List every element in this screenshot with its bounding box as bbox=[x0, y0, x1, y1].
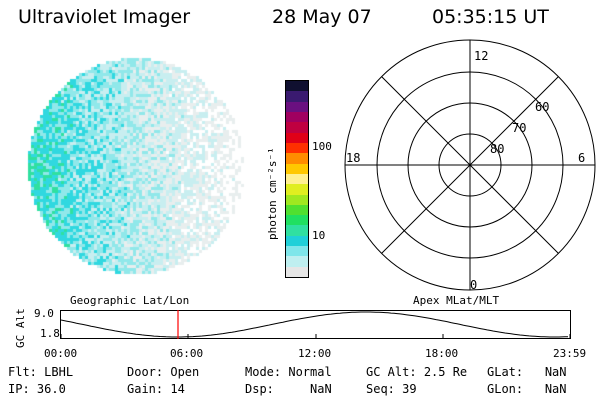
info-ip-value: 36.0 bbox=[36, 382, 66, 396]
info-glat-value: NaN bbox=[544, 365, 567, 379]
colorbar-segment bbox=[286, 91, 308, 102]
time-label: 05:35:15 UT bbox=[432, 6, 549, 28]
info-mode-value: Normal bbox=[288, 365, 332, 379]
polar-ring-label-60: 60 bbox=[535, 100, 549, 114]
colorbar-segment bbox=[286, 246, 308, 257]
timeline-left-title: Geographic Lat/Lon bbox=[70, 294, 190, 307]
polar-diagonal-2 bbox=[381, 76, 559, 254]
timeline-xlabel-0600: 06:00 bbox=[170, 347, 204, 360]
colorbar-segment bbox=[286, 194, 308, 205]
info-door-label: Door: bbox=[127, 365, 164, 379]
colorbar-segment bbox=[286, 235, 308, 247]
colorbar-segment bbox=[286, 215, 308, 226]
info-dsp-label: Dsp: bbox=[245, 382, 274, 396]
timeline-ytick-top: 9.0 bbox=[34, 307, 54, 320]
info-dsp-value: NaN bbox=[310, 382, 332, 396]
instrument-title: Ultraviolet Imager bbox=[18, 6, 191, 28]
polar-label-0: 0 bbox=[470, 278, 477, 292]
info-ip: IP: 36.0 bbox=[8, 382, 66, 396]
info-seq-label: Seq: bbox=[366, 382, 395, 396]
info-gcalt-value: 2.5 Re bbox=[423, 365, 468, 379]
timeline-xlabel-2359: 23:59 bbox=[553, 347, 587, 360]
info-flt-label: Flt: bbox=[8, 365, 37, 379]
colorbar-tick-10: 10 bbox=[312, 229, 326, 242]
info-seq: Seq: 39 bbox=[366, 382, 417, 396]
colorbar-segment bbox=[286, 101, 308, 112]
info-gain-label: Gain: bbox=[127, 382, 164, 396]
colorbar-tick-100: 100 bbox=[312, 140, 332, 153]
info-glon: GLon: NaN bbox=[487, 382, 567, 396]
date-label: 28 May 07 bbox=[272, 6, 372, 28]
info-flt: Flt: LBHL bbox=[8, 365, 73, 379]
polar-ring-label-80: 80 bbox=[490, 142, 504, 156]
colorbar-segment bbox=[286, 122, 308, 133]
timeline-ytick-bottom: 1.8 bbox=[40, 327, 60, 340]
colorbar-segment bbox=[286, 225, 308, 236]
colorbar-segment bbox=[286, 266, 308, 277]
timeline-right-title: Apex MLat/MLT bbox=[413, 294, 500, 307]
info-dsp: Dsp: NaN bbox=[245, 382, 332, 396]
auroral-image bbox=[25, 55, 245, 275]
info-flt-value: LBHL bbox=[44, 365, 74, 379]
colorbar-segment bbox=[286, 142, 308, 154]
colorbar-segment bbox=[286, 112, 308, 123]
colorbar-segment bbox=[286, 204, 308, 216]
info-glon-label: GLon: bbox=[487, 382, 524, 396]
polar-label-6: 6 bbox=[578, 151, 585, 165]
colorbar-segment bbox=[286, 184, 308, 195]
info-gain-value: 14 bbox=[170, 382, 185, 396]
info-glat: GLat: NaN bbox=[487, 365, 567, 379]
colorbar-segment bbox=[286, 173, 308, 185]
info-ip-label: IP: bbox=[8, 382, 30, 396]
info-gain: Gain: 14 bbox=[127, 382, 185, 396]
colorbar-segment bbox=[286, 81, 308, 92]
timeline-axis-label: GC Alt bbox=[14, 308, 27, 348]
timeline-xlabel-1800: 18:00 bbox=[425, 347, 459, 360]
info-seq-value: 39 bbox=[402, 382, 417, 396]
polar-ring-label-70: 70 bbox=[512, 121, 526, 135]
colorbar-unit-label: photon cm⁻²s⁻¹ bbox=[266, 147, 279, 240]
info-mode-label: Mode: bbox=[245, 365, 282, 379]
polar-grid: 12 18 6 0 60 70 80 bbox=[344, 39, 596, 292]
colorbar bbox=[285, 80, 309, 278]
timeline-plot bbox=[60, 310, 571, 339]
timeline-xlabel-0000: 00:00 bbox=[44, 347, 78, 360]
altitude-curve bbox=[60, 311, 569, 338]
colorbar-segment bbox=[286, 132, 308, 143]
info-door: Door: Open bbox=[127, 365, 199, 379]
polar-label-18: 18 bbox=[346, 151, 360, 165]
colorbar-segment bbox=[286, 153, 308, 164]
polar-label-12: 12 bbox=[474, 49, 488, 63]
info-mode: Mode: Normal bbox=[245, 365, 332, 379]
info-gcalt: GC Alt: 2.5 Re bbox=[366, 365, 467, 379]
info-door-value: Open bbox=[170, 365, 200, 379]
colorbar-segment bbox=[286, 163, 308, 174]
info-glat-label: GLat: bbox=[487, 365, 524, 379]
info-glon-value: NaN bbox=[544, 382, 567, 396]
timeline-xlabel-1200: 12:00 bbox=[298, 347, 332, 360]
info-gcalt-label: GC Alt: bbox=[366, 365, 417, 379]
colorbar-segment bbox=[286, 256, 308, 267]
